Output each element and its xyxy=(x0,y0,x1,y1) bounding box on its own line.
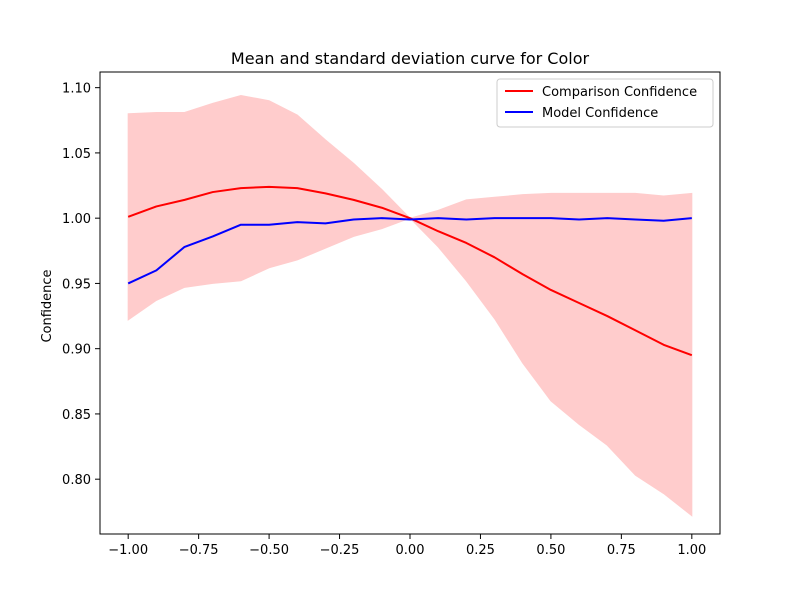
legend-frame xyxy=(496,78,714,128)
chart-title: Mean and standard deviation curve for Co… xyxy=(231,49,590,68)
legend-label-1: Model Confidence xyxy=(542,106,658,121)
y-tick-label: 0.95 xyxy=(62,277,91,292)
y-tick-label: 1.05 xyxy=(62,147,91,162)
series-0-std-band xyxy=(127,94,693,517)
legend: Comparison Confidence Model Confidence xyxy=(496,78,714,128)
x-tick-label: −0.75 xyxy=(179,543,219,558)
x-tick-label: −0.50 xyxy=(249,543,289,558)
series-0-line xyxy=(127,185,693,357)
y-tick-label: 0.85 xyxy=(62,408,91,423)
x-tick-label: −0.25 xyxy=(320,543,360,558)
y-axis-label: Confidence xyxy=(40,269,55,342)
y-tick-label: 0.90 xyxy=(62,343,91,358)
legend-label-0: Comparison Confidence xyxy=(542,85,697,100)
y-tick-label: 0.80 xyxy=(62,473,91,488)
x-tick-label: 0.75 xyxy=(607,543,636,558)
x-tick-label: 0.00 xyxy=(396,543,425,558)
series-1-line xyxy=(127,217,692,285)
x-tick-label: 1.00 xyxy=(677,543,706,558)
x-tick-label: 0.50 xyxy=(536,543,565,558)
y-tick-label: 1.10 xyxy=(62,82,91,97)
y-tick-label: 1.00 xyxy=(62,212,91,227)
x-tick-label: 0.25 xyxy=(466,543,495,558)
x-tick-label: −1.00 xyxy=(108,543,148,558)
